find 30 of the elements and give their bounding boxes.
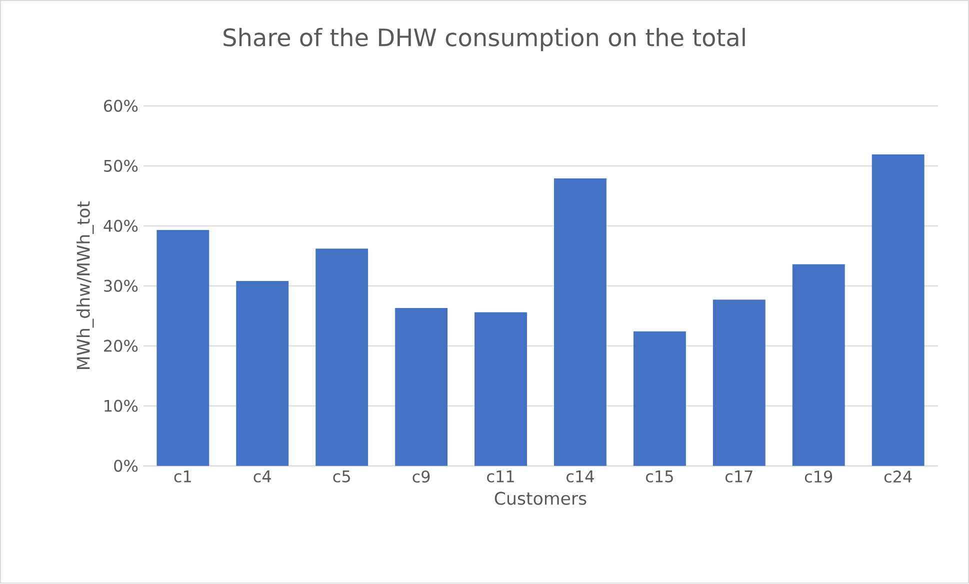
x-tick-label: c19	[804, 470, 832, 483]
bar	[156, 230, 210, 466]
bar	[236, 281, 289, 466]
chart-title: Share of the DHW consumption on the total	[224, 28, 745, 52]
bar	[712, 300, 766, 466]
bar	[633, 332, 686, 466]
x-tick-label: c14	[566, 470, 594, 483]
x-tick-label: c5	[333, 470, 350, 483]
x-tick-label: c1	[174, 470, 191, 483]
bar	[395, 308, 448, 466]
bar	[316, 248, 368, 466]
x-tick-label: c4	[254, 470, 271, 483]
x-tick-label: c11	[487, 470, 514, 483]
bar	[872, 154, 924, 466]
y-tick-label: 20%	[104, 340, 138, 352]
y-tick-label: 50%	[104, 160, 138, 172]
y-tick-label: 40%	[104, 220, 138, 232]
bar	[474, 312, 527, 466]
y-tick-label: 0%	[114, 460, 138, 472]
bar	[554, 178, 606, 466]
y-tick-label: 30%	[104, 280, 138, 292]
y-tick-label: 60%	[104, 100, 138, 112]
x-axis-title: Customers	[494, 492, 586, 506]
y-axis-title: MWh_dhw/MWh_tot	[76, 202, 94, 370]
x-tick-label: c24	[884, 470, 912, 483]
bar	[792, 264, 845, 466]
x-tick-label: c17	[725, 470, 752, 483]
x-tick-label: c9	[412, 470, 430, 483]
x-tick-label: c15	[646, 470, 673, 483]
y-tick-label: 10%	[104, 400, 138, 412]
